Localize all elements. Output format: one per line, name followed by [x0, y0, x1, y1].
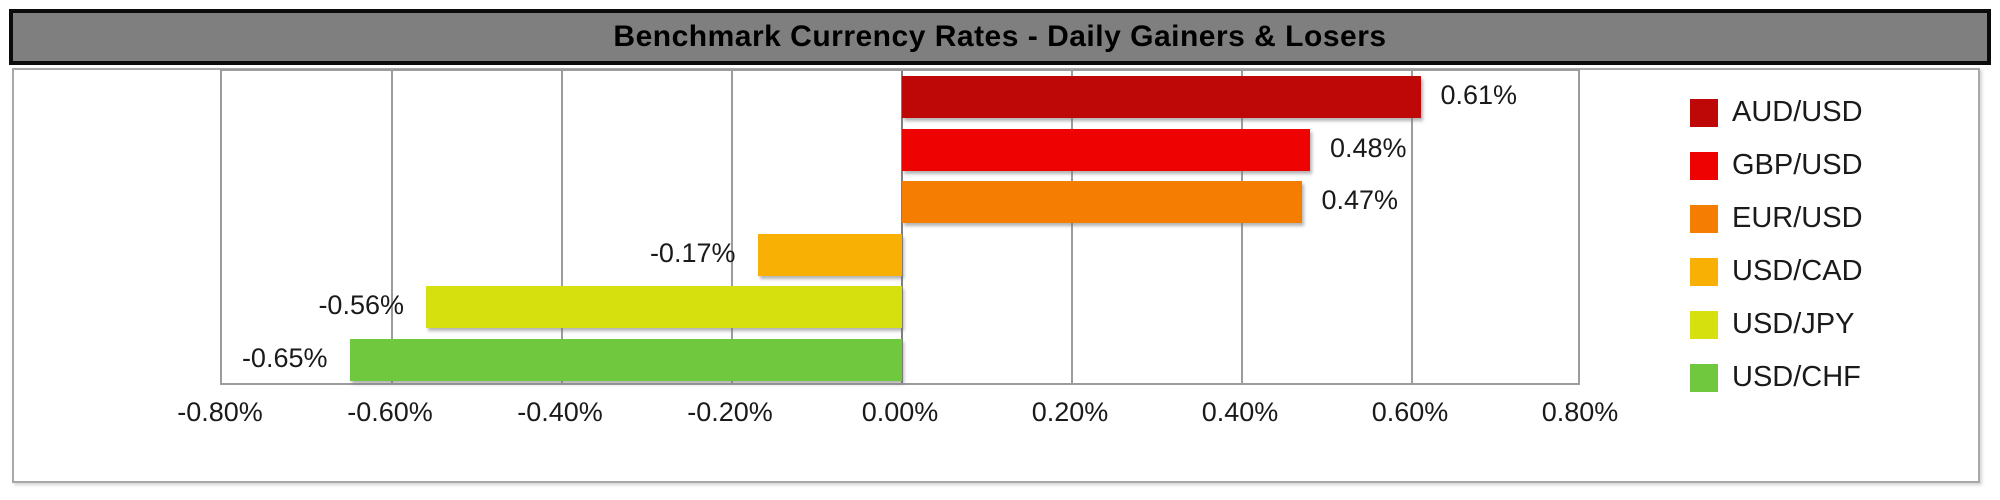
- legend-label: GBP/USD: [1732, 149, 1863, 181]
- gridline: [1071, 71, 1073, 383]
- x-tick-label: -0.40%: [517, 397, 603, 427]
- zero-axis-line: [901, 71, 903, 383]
- legend-item-aud-usd: AUD/USD: [1690, 86, 1970, 139]
- legend-label: USD/CAD: [1732, 255, 1863, 287]
- legend: AUD/USD GBP/USD EUR/USD USD/CAD USD/JPY USD/C…: [1690, 86, 1970, 404]
- bar-usd-jpy: [426, 286, 902, 329]
- x-tick-label: 0.40%: [1201, 397, 1279, 427]
- legend-label: USD/JPY: [1732, 308, 1855, 340]
- legend-item-usd-chf: USD/CHF: [1690, 351, 1970, 404]
- chart-title-bar: Benchmark Currency Rates - Daily Gainers…: [9, 9, 1991, 65]
- legend-label: USD/CHF: [1732, 361, 1861, 393]
- bar-usd-cad: [757, 233, 902, 276]
- legend-item-usd-cad: USD/CAD: [1690, 245, 1970, 298]
- legend-label: EUR/USD: [1732, 202, 1863, 234]
- legend-item-usd-jpy: USD/JPY: [1690, 298, 1970, 351]
- legend-item-gbp-usd: GBP/USD: [1690, 139, 1970, 192]
- x-tick-label: -0.60%: [347, 397, 433, 427]
- chart-area: -0.80% -0.60% -0.40% -0.20% 0.00% 0.20% 0.40% 0…: [12, 68, 1980, 483]
- x-tick-label: 0.00%: [861, 397, 939, 427]
- data-label-aud-usd: 0.61%: [1440, 80, 1518, 111]
- data-label-usd-chf: -0.65%: [241, 342, 328, 373]
- data-label-usd-jpy: -0.56%: [318, 290, 404, 321]
- legend-swatch-icon: [1690, 98, 1718, 127]
- plot-area: [220, 69, 1580, 385]
- legend-item-eur-usd: EUR/USD: [1690, 192, 1970, 245]
- legend-swatch-icon: [1690, 204, 1718, 233]
- bar-eur-usd: [902, 181, 1302, 224]
- legend-swatch-icon: [1690, 257, 1718, 286]
- legend-swatch-icon: [1690, 310, 1718, 339]
- x-tick-label: -0.80%: [177, 397, 263, 427]
- gridline: [1411, 71, 1413, 383]
- data-label-eur-usd: 0.47%: [1321, 185, 1399, 216]
- gridline: [391, 71, 393, 383]
- x-tick-label: 0.20%: [1031, 397, 1109, 427]
- bar-usd-chf: [349, 338, 902, 381]
- legend-label: AUD/USD: [1732, 96, 1863, 128]
- gridline: [1241, 71, 1243, 383]
- data-label-usd-cad: -0.17%: [649, 237, 736, 268]
- legend-swatch-icon: [1690, 363, 1718, 392]
- x-tick-label: 0.80%: [1541, 397, 1619, 427]
- bar-aud-usd: [902, 76, 1421, 119]
- x-tick-label: -0.20%: [687, 397, 773, 427]
- gridline: [561, 71, 563, 383]
- chart-title: Benchmark Currency Rates - Daily Gainers…: [613, 20, 1387, 53]
- bar-gbp-usd: [902, 128, 1310, 171]
- x-tick-label: 0.60%: [1371, 397, 1449, 427]
- legend-swatch-icon: [1690, 151, 1718, 180]
- data-label-gbp-usd: 0.48%: [1330, 132, 1407, 163]
- gridline: [731, 71, 733, 383]
